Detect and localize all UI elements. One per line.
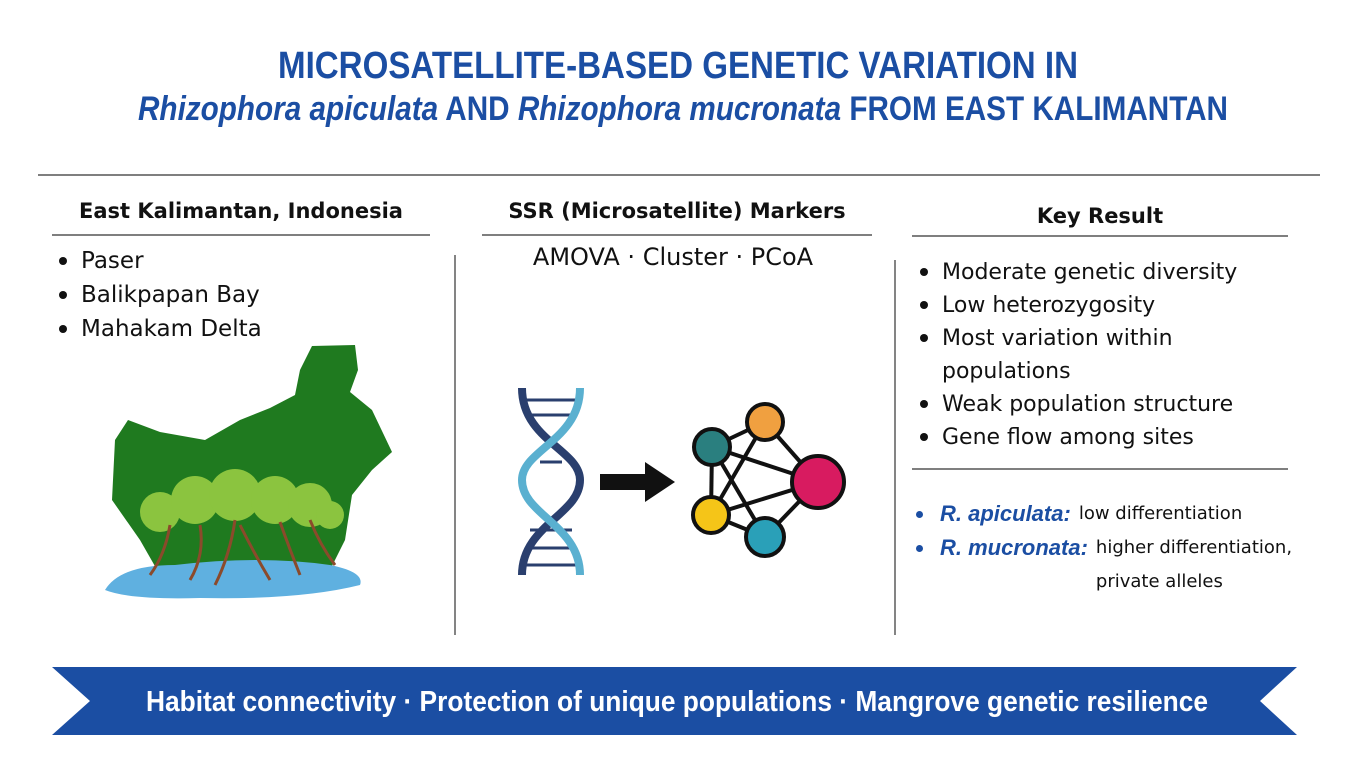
- column-heading: Key Result: [1036, 204, 1164, 228]
- water: [105, 560, 361, 599]
- title-line1: MICROSATELLITE-BASED GENETIC VARIATION I…: [278, 45, 1078, 87]
- banner-text: Habitat connectivity · Protection of uni…: [146, 686, 1208, 718]
- finding: Weak population structure: [918, 388, 1288, 421]
- rules: [38, 174, 1320, 635]
- title: MICROSATELLITE-BASED GENETIC VARIATION I…: [138, 45, 1228, 128]
- network-icon: [691, 402, 846, 558]
- finding: Low heterozygosity: [918, 289, 1288, 322]
- banner-ribbon: [52, 667, 1297, 735]
- species-name: R. apiculata:: [940, 501, 1071, 526]
- banner: Habitat connectivity · Protection of uni…: [52, 667, 1297, 735]
- finding: Gene flow among sites: [918, 421, 1288, 454]
- column-heading: SSR (Microsatellite) Markers: [508, 199, 846, 223]
- mangrove-roots: [148, 519, 337, 586]
- species-result: R. apiculata: low differentiation: [912, 497, 1332, 531]
- title-joiner: AND: [445, 90, 509, 128]
- site: Balikpapan Bay: [57, 278, 262, 312]
- finding: Most variation within populations: [918, 322, 1202, 388]
- species-name: Rhizophora apiculata: [138, 90, 438, 128]
- species-result: R. mucronata: higher differentiation, pri…: [912, 531, 1332, 599]
- column-heading: East Kalimantan, Indonesia: [79, 199, 403, 223]
- arrow: [600, 462, 675, 502]
- title-tail: FROM EAST KALIMANTAN: [849, 90, 1228, 128]
- species-text: low differentiation: [1078, 503, 1243, 524]
- species-name: R. mucronata:: [940, 535, 1088, 560]
- title-line2: Rhizophora apiculata AND Rhizophora mucr…: [138, 90, 1228, 128]
- site: Mahakam Delta: [57, 312, 262, 346]
- site-list: Paser Balikpapan Bay Mahakam Delta: [57, 244, 262, 346]
- species-results: R. apiculata: low differentiation R. mucr…: [912, 497, 1332, 599]
- analyses: AMOVA · Cluster · PCoA: [532, 243, 814, 271]
- species-name: Rhizophora mucronata: [518, 90, 841, 128]
- dna-icon: [517, 387, 585, 576]
- site: Paser: [57, 244, 262, 278]
- mangrove-canopy: [140, 469, 344, 532]
- findings-list: Moderate genetic diversity Low heterozyg…: [918, 256, 1288, 454]
- map-shape: [112, 345, 392, 575]
- species-text: higher differentiation, private alleles: [1095, 537, 1293, 592]
- map-illustration: [105, 345, 392, 599]
- finding: Moderate genetic diversity: [918, 256, 1288, 289]
